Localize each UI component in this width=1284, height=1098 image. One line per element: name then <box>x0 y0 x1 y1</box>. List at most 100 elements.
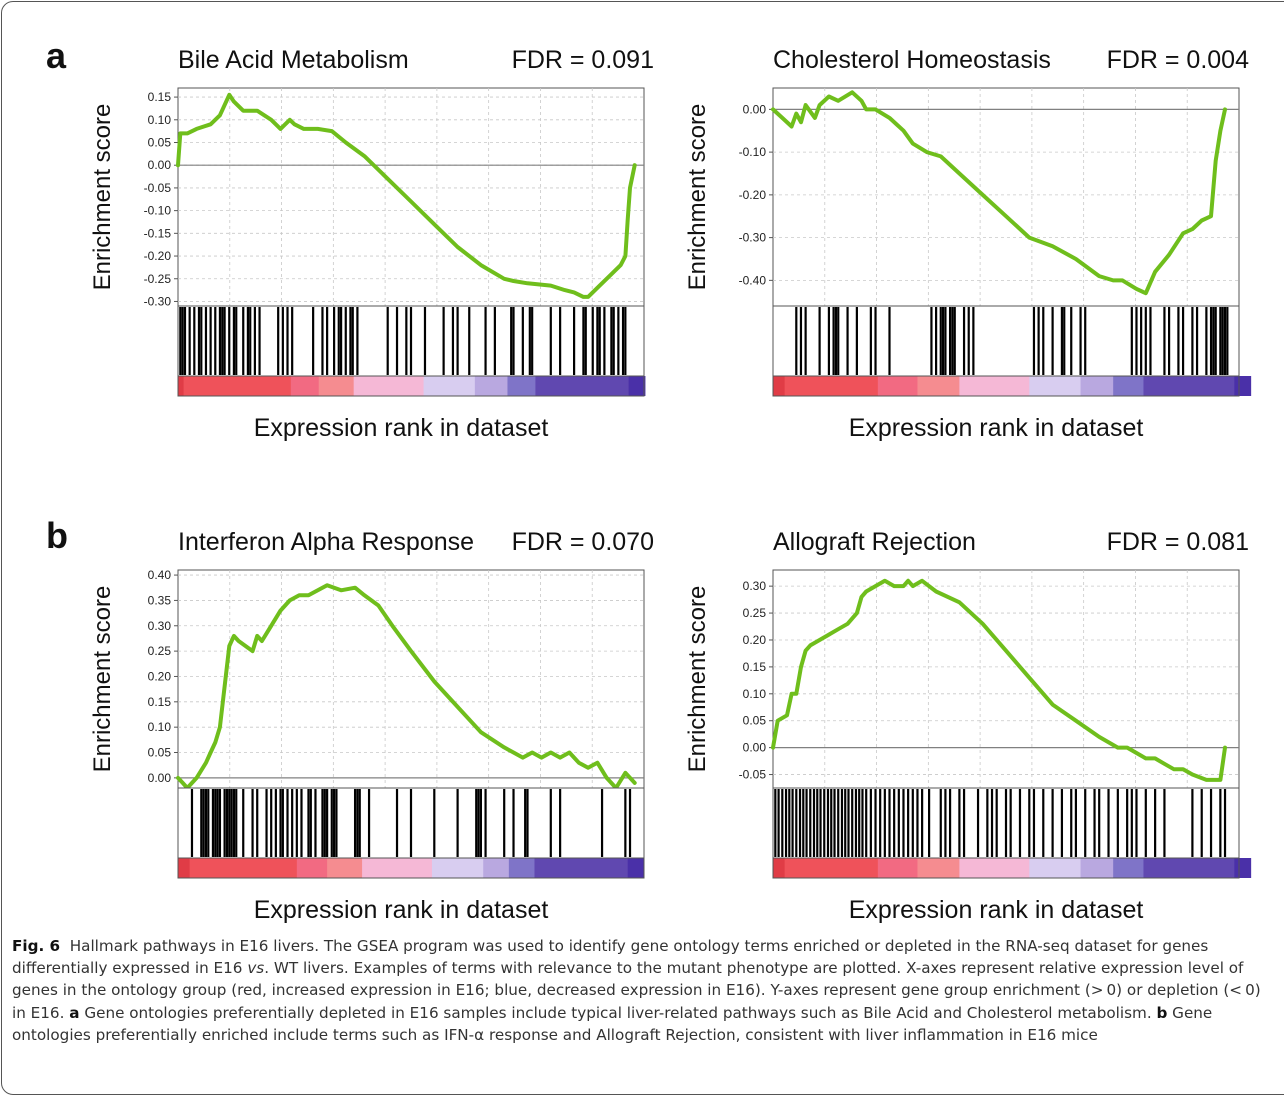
chart-title: Allograft Rejection <box>773 528 976 556</box>
enrichment-score-line <box>771 90 1227 296</box>
fdr-annotation: FDR = 0.081 <box>1107 528 1249 556</box>
hits-panel <box>772 305 1240 377</box>
caption-vs: vs <box>247 959 265 978</box>
y-tick-label: 0.00 <box>148 158 172 172</box>
rank-color-segment <box>296 858 328 878</box>
y-tick-label: -0.10 <box>144 204 172 218</box>
rank-color-segment <box>1113 858 1144 878</box>
panel-label-a: a <box>46 35 67 76</box>
rank-color-segment <box>877 858 918 878</box>
y-axis-label: Enrichment score <box>90 104 116 291</box>
x-axis-label: Expression rank in dataset <box>254 414 549 442</box>
y-tick-label: 0.25 <box>743 606 767 620</box>
y-tick-label: -0.20 <box>144 249 172 263</box>
y-tick-label: -0.05 <box>739 768 767 782</box>
caption-a-label: a <box>69 1003 80 1022</box>
enrichment-score-line <box>771 578 1227 782</box>
y-tick-label: 0.20 <box>743 633 767 647</box>
y-tick-label: -0.20 <box>739 188 767 202</box>
x-axis-label: Expression rank in dataset <box>254 896 549 924</box>
rank-color-segment <box>784 858 879 878</box>
rank-color-segment <box>877 376 918 396</box>
rank-color-segment <box>784 376 879 396</box>
y-tick-label: -0.25 <box>144 272 172 286</box>
rank-color-segment <box>534 858 629 878</box>
rank-color-segment <box>628 376 646 396</box>
y-tick-label: 0.00 <box>743 102 767 116</box>
plot-area <box>177 87 645 307</box>
rank-color-segment <box>431 858 484 878</box>
y-tick-label: 0.10 <box>743 687 767 701</box>
rank-color-segment <box>327 858 363 878</box>
y-tick-label: 0.10 <box>148 113 172 127</box>
y-axis-label: Enrichment score <box>685 104 711 291</box>
rank-bar-frame <box>177 857 645 879</box>
y-axis-label: Enrichment score <box>685 586 711 773</box>
chart-title: Bile Acid Metabolism <box>178 46 409 74</box>
y-tick-label: 0.20 <box>148 669 172 683</box>
y-tick-label: 0.15 <box>148 695 172 709</box>
x-axis-label: Expression rank in dataset <box>849 414 1144 442</box>
fdr-annotation: FDR = 0.070 <box>512 528 654 556</box>
caption-b-text: Gene ontologies preferentially enriched … <box>12 1003 1213 1044</box>
rank-color-segment <box>959 376 1030 396</box>
rank-color-segment <box>1029 376 1082 396</box>
figure-caption: Fig. 6 Hallmark pathways in E16 livers. … <box>12 935 1274 1046</box>
y-tick-label: 0.10 <box>148 720 172 734</box>
rank-color-segment <box>423 376 476 396</box>
y-tick-label: -0.40 <box>739 273 767 287</box>
y-tick-label: 0.00 <box>148 771 172 785</box>
caption-text-1: Hallmark pathways in E16 livers. The GSE… <box>12 937 1209 978</box>
rank-color-segment <box>627 858 645 878</box>
rank-color-segment <box>535 376 630 396</box>
rank-color-segment <box>1113 376 1144 396</box>
rank-color-segment <box>353 376 425 396</box>
rank-color-segment <box>508 858 535 878</box>
panel-label-b: b <box>46 515 68 556</box>
y-tick-label: -0.10 <box>739 145 767 159</box>
chart-title: Cholesterol Homeostasis <box>773 46 1051 74</box>
y-tick-label: 0.30 <box>148 619 172 633</box>
caption-text-2: . WT livers. Examples of terms with rele… <box>12 959 1261 1022</box>
chart-cholesterol-homeostasis: Cholesterol Homeostasis FDR = 0.004 0.00 -0… <box>685 46 1252 442</box>
y-tick-label: 0.25 <box>148 644 172 658</box>
plot-area <box>177 569 645 789</box>
rank-color-segment <box>773 376 786 396</box>
chart-title: Interferon Alpha Response <box>178 528 474 556</box>
y-tick-label: 0.05 <box>148 136 172 150</box>
rank-color-segment <box>178 858 191 878</box>
enrichment-score-line <box>176 92 637 299</box>
rank-bar-frame <box>772 375 1240 397</box>
plot-area <box>772 87 1240 307</box>
rank-color-segment <box>1143 376 1235 396</box>
x-axis-label: Expression rank in dataset <box>849 896 1144 924</box>
y-tick-label: 0.15 <box>148 90 172 104</box>
rank-color-segment <box>189 858 298 878</box>
rank-color-segment <box>1080 858 1114 878</box>
fdr-annotation: FDR = 0.091 <box>512 46 654 74</box>
y-tick-label: 0.40 <box>148 568 172 582</box>
y-tick-label: -0.05 <box>144 181 172 195</box>
enrichment-score-line <box>176 583 637 790</box>
chart-bile-acid-metabolism: Bile Acid Metabolism FDR = 0.091 0.15 0.10 0… <box>90 46 654 442</box>
rank-bar-frame <box>772 857 1240 879</box>
rank-color-segment <box>507 376 536 396</box>
chart-allograft-rejection: Allograft Rejection FDR = 0.081 0.30 0.25 0.… <box>685 528 1252 924</box>
y-tick-label: 0.05 <box>743 714 767 728</box>
y-tick-label: -0.30 <box>739 231 767 245</box>
caption-a-text: Gene ontologies preferentially depleted … <box>79 1003 1157 1022</box>
chart-interferon-alpha-response: Interferon Alpha Response FDR = 0.070 0.40… <box>90 528 654 924</box>
y-tick-label: 0.15 <box>743 660 767 674</box>
rank-color-segment <box>318 376 355 396</box>
rank-color-segment <box>362 858 433 878</box>
rank-color-segment <box>183 376 292 396</box>
caption-b-label: b <box>1156 1003 1168 1022</box>
rank-color-segment <box>483 858 510 878</box>
rank-color-segment <box>290 376 320 396</box>
rank-color-segment <box>773 858 786 878</box>
y-tick-label: 0.30 <box>743 579 767 593</box>
y-tick-label: -0.15 <box>144 226 172 240</box>
plot-area <box>772 569 1240 789</box>
